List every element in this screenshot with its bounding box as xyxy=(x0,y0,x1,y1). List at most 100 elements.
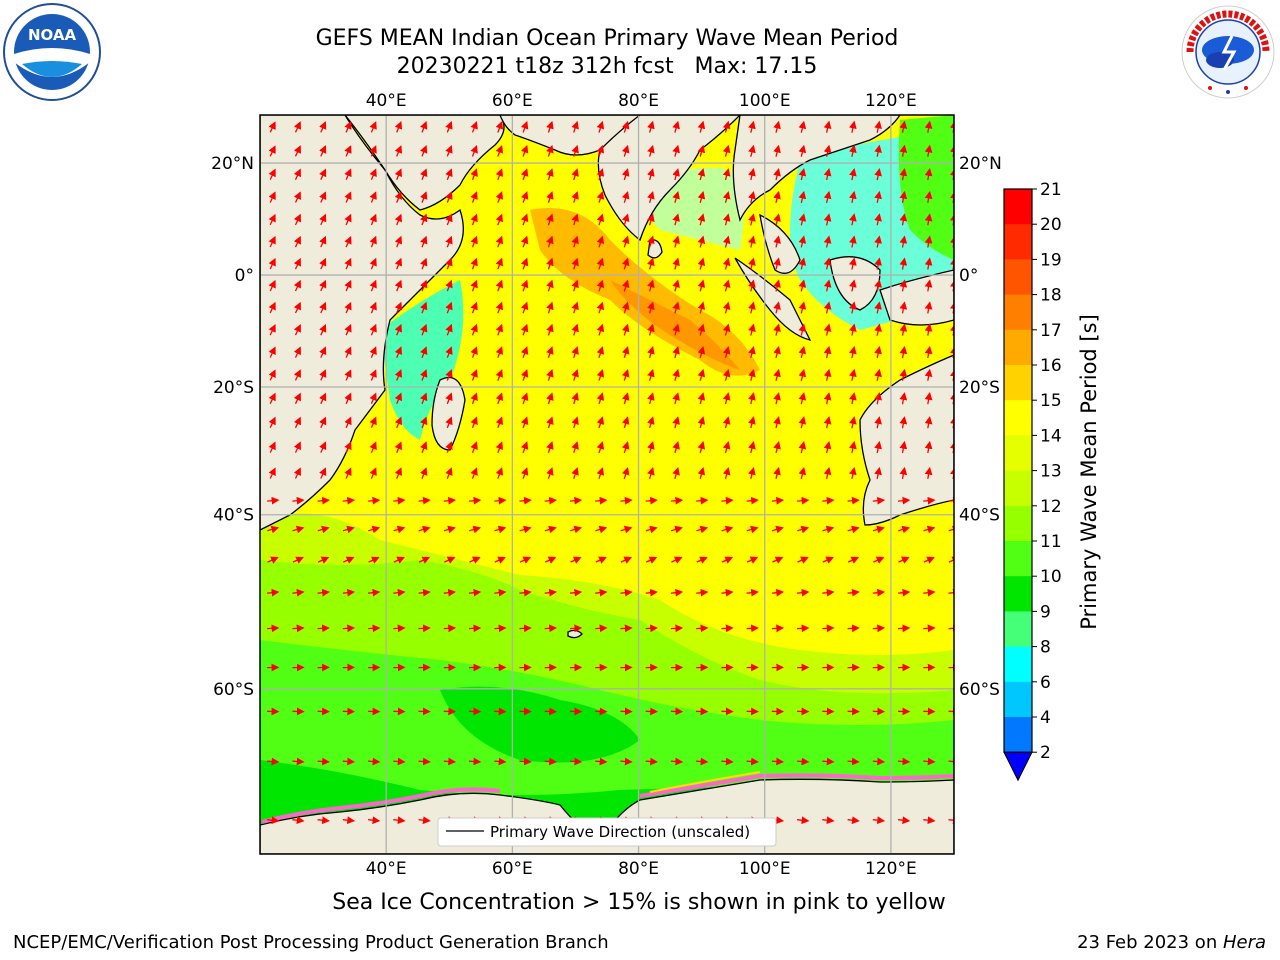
colorbar-swatch xyxy=(1004,541,1032,577)
wave-arrow xyxy=(520,301,529,314)
wave-arrow xyxy=(293,168,301,180)
wave-arrow xyxy=(495,213,504,226)
wave-arrow xyxy=(394,257,403,270)
wave-arrow xyxy=(544,556,557,564)
wave-arrow xyxy=(823,323,832,336)
wave-arrow xyxy=(319,441,327,453)
wave-arrow xyxy=(571,191,579,203)
wave-arrow xyxy=(393,624,406,633)
wave-arrow xyxy=(495,441,504,454)
lon-tick-label-top: 80°E xyxy=(618,91,659,111)
wave-arrow xyxy=(595,556,607,564)
wave-arrow xyxy=(292,525,305,534)
wave-arrow xyxy=(268,191,276,203)
wave-arrow xyxy=(647,346,655,359)
wave-arrow xyxy=(621,235,630,248)
wave-arrow xyxy=(342,525,355,534)
wave-arrow xyxy=(420,301,428,314)
wave-arrow xyxy=(697,368,706,381)
wave-arrow xyxy=(470,213,478,226)
wave-arrow xyxy=(418,525,431,534)
wave-arrow xyxy=(823,257,832,270)
wave-arrow xyxy=(368,588,381,597)
wave-arrow xyxy=(495,279,504,292)
wave-arrow xyxy=(899,392,908,405)
wave-arrow xyxy=(520,416,529,429)
wave-arrow xyxy=(445,441,453,453)
wave-arrow xyxy=(924,279,933,292)
colorbar-tick-label: 9 xyxy=(1040,602,1051,622)
wave-arrow xyxy=(546,301,554,314)
wave-arrow xyxy=(569,496,583,505)
wave-arrow xyxy=(847,757,860,766)
wave-arrow xyxy=(874,392,882,405)
wave-arrow xyxy=(797,588,810,597)
wave-arrow xyxy=(495,235,504,248)
wave-arrow xyxy=(520,392,529,405)
wave-arrow xyxy=(342,757,356,766)
wave-arrow xyxy=(874,301,882,314)
wave-arrow xyxy=(368,757,381,766)
wave-arrow xyxy=(268,369,276,381)
wave-arrow xyxy=(420,392,428,405)
wave-arrow xyxy=(697,392,706,405)
wave-arrow xyxy=(394,145,403,157)
wave-arrow xyxy=(369,369,377,381)
wave-arrow xyxy=(393,816,406,825)
wave-arrow xyxy=(293,369,301,381)
wave-arrow xyxy=(369,467,377,479)
wave-arrow xyxy=(418,757,431,766)
wave-arrow xyxy=(470,191,478,203)
wave-arrow xyxy=(697,120,706,133)
wave-arrow xyxy=(369,235,377,248)
wave-arrow xyxy=(571,346,579,359)
chart-title-line1: GEFS MEAN Indian Ocean Primary Wave Mean… xyxy=(315,26,899,51)
wave-arrow xyxy=(292,588,305,597)
wave-arrow xyxy=(344,235,352,248)
wave-arrow xyxy=(470,301,478,314)
wave-arrow xyxy=(748,416,756,429)
wave-arrow xyxy=(596,144,605,157)
wave-arrow xyxy=(596,279,605,292)
wave-arrow xyxy=(344,191,352,203)
wave-arrow xyxy=(469,556,481,564)
colorbar-tick-label: 4 xyxy=(1040,708,1051,728)
wave-arrow xyxy=(697,190,706,203)
wave-arrow xyxy=(546,120,554,133)
wave-arrow xyxy=(721,525,734,534)
wave-arrow xyxy=(268,168,276,180)
wave-arrow xyxy=(267,496,280,505)
wave-arrow xyxy=(798,168,807,181)
wave-arrow xyxy=(823,190,832,204)
wave-arrow xyxy=(344,346,352,358)
colorbar-tick-label: 15 xyxy=(1040,391,1062,411)
wave-arrow xyxy=(571,213,579,226)
wave-arrow xyxy=(748,301,756,314)
wave-arrow xyxy=(546,441,554,454)
wave-arrow xyxy=(948,496,954,505)
wave-arrow xyxy=(773,120,781,133)
wave-arrow xyxy=(721,588,734,597)
wave-arrow xyxy=(771,757,785,766)
wave-arrow xyxy=(849,301,857,314)
wave-arrow xyxy=(722,346,731,359)
wave-arrow xyxy=(647,144,655,157)
wave-arrow xyxy=(267,556,279,564)
wave-arrow xyxy=(696,496,709,505)
wave-arrow xyxy=(899,466,908,480)
colorbar-swatch xyxy=(1004,400,1032,436)
wave-arrow xyxy=(470,416,478,429)
wave-arrow xyxy=(924,392,933,405)
wave-arrow xyxy=(849,279,857,292)
wave-arrow xyxy=(292,757,305,766)
colorbar-tick-label: 17 xyxy=(1040,321,1062,341)
wave-arrow xyxy=(344,441,352,453)
wave-arrow xyxy=(444,556,456,564)
wave-arrow xyxy=(847,624,860,633)
colorbar-swatch xyxy=(1004,576,1032,612)
wave-arrow xyxy=(369,191,377,203)
wave-arrow xyxy=(874,440,882,454)
wave-arrow xyxy=(672,346,680,359)
wave-arrow xyxy=(571,368,579,381)
wave-arrow xyxy=(748,190,756,203)
